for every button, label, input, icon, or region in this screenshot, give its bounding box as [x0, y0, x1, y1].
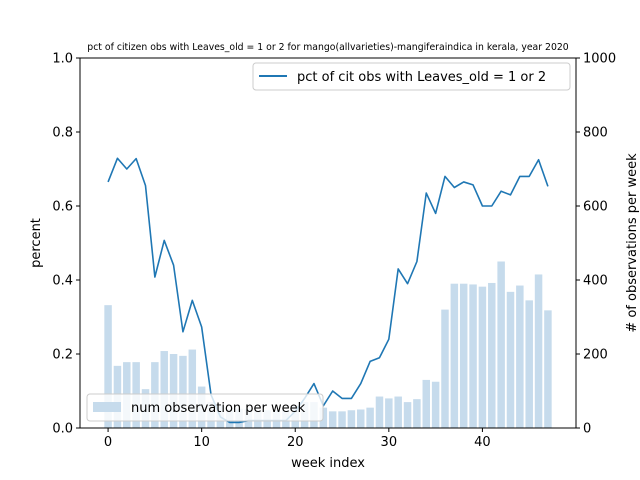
bar-legend: num observation per week: [86, 393, 324, 422]
x-tick-label: 20: [287, 435, 304, 450]
x-tick-label: 10: [193, 435, 210, 450]
bar-legend-box: [86, 393, 324, 422]
x-tick-label: 30: [381, 435, 398, 450]
bar-series: [104, 261, 552, 428]
bar-legend-swatch: [93, 402, 121, 412]
y-left-tick-label: 0.4: [52, 274, 73, 289]
y-right-tick-label: 0: [583, 422, 591, 437]
bar: [357, 409, 365, 428]
bar: [366, 407, 374, 428]
bar: [422, 379, 431, 428]
x-axis-label: week index: [291, 456, 365, 471]
plot-frame: [79, 57, 577, 429]
bar: [394, 396, 402, 428]
bar: [104, 305, 112, 428]
bar: [385, 398, 393, 428]
x-tick-label: 0: [104, 435, 112, 450]
bar: [469, 284, 477, 428]
line-legend-label: pct of cit obs with Leaves_old = 1 or 2: [297, 70, 546, 85]
bar: [375, 396, 384, 428]
line-legend: pct of cit obs with Leaves_old = 1 or 2: [252, 62, 571, 91]
y-left-tick-label: 0.6: [52, 200, 73, 215]
y-left-tick-label: 1.0: [52, 52, 73, 67]
bar: [516, 285, 524, 428]
bar: [431, 381, 440, 428]
y-left-tick-label: 0.0: [52, 422, 73, 437]
bar: [497, 261, 505, 428]
bar: [169, 354, 178, 428]
bar: [179, 355, 187, 428]
bar: [459, 283, 468, 428]
bar: [188, 349, 197, 428]
bar: [338, 411, 346, 428]
y-right-tick-label: 200: [583, 348, 608, 363]
y-axis-left-label: percent: [29, 218, 44, 268]
chart-title: pct of citizen obs with Leaves_old = 1 o…: [87, 42, 568, 53]
y-right-tick-label: 400: [583, 274, 608, 289]
y-right-tick-label: 1000: [583, 52, 616, 67]
bar: [347, 410, 356, 428]
bar: [441, 309, 449, 428]
line-series: [107, 157, 549, 424]
y-right-tick-label: 600: [583, 200, 608, 215]
line-legend-box: [252, 62, 571, 91]
x-axis: 0 10 20 30 40: [104, 428, 491, 450]
bar: [534, 274, 543, 428]
x-tick-label: 40: [474, 435, 491, 450]
bar: [328, 411, 337, 428]
bar: [506, 291, 515, 428]
y-axis-right-label: # of observations per week: [625, 153, 640, 333]
bar: [413, 399, 421, 428]
line-path: [107, 157, 549, 424]
bar: [544, 310, 552, 428]
bar: [403, 402, 412, 428]
y-axis-left: 0.0 0.2 0.4 0.6 0.8 1.0: [52, 52, 80, 437]
y-right-tick-label: 800: [583, 126, 608, 141]
bar-legend-label: num observation per week: [131, 401, 306, 416]
y-axis-right: 0 200 400 600 800 1000: [576, 52, 616, 437]
y-left-tick-label: 0.2: [52, 348, 73, 363]
bar: [160, 351, 168, 428]
bar: [450, 283, 459, 428]
y-left-tick-label: 0.8: [52, 126, 73, 141]
bar: [478, 286, 487, 428]
bar: [488, 282, 496, 428]
bar: [525, 300, 533, 428]
